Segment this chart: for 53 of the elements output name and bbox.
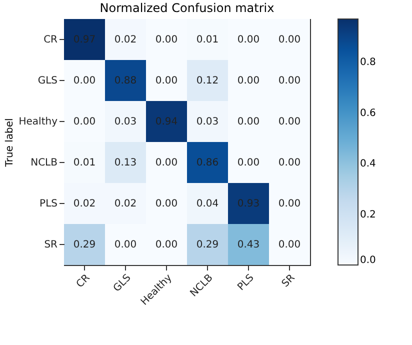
y-tick-label: GLS (38, 76, 58, 86)
y-tick-label: NCLB (30, 158, 58, 168)
data-label: 0.00 (237, 158, 260, 168)
color-bar-label: 0.2 (360, 209, 376, 220)
x-tick-label: SR (280, 272, 298, 290)
x-tick-label: GLS (112, 272, 134, 294)
data-label: 0.00 (73, 76, 96, 86)
data-label: 0.88 (114, 76, 137, 86)
color-bar-label: 0.4 (360, 158, 376, 170)
color-bar-label: 0.6 (360, 108, 376, 119)
data-label: 0.00 (278, 158, 301, 168)
chart-title: Normalized Confusion matrix (100, 1, 274, 15)
data-label: 0.02 (114, 34, 137, 46)
data-label: 0.00 (155, 240, 178, 250)
data-label: 0.00 (73, 116, 96, 128)
data-label: 0.00 (155, 198, 178, 210)
data-label: 0.00 (155, 34, 178, 46)
data-label: 0.00 (278, 76, 301, 86)
color-bar-label: 0.8 (360, 57, 376, 68)
y-tick-label: CR (44, 34, 58, 46)
y-tick-label: PLS (40, 198, 58, 210)
y-tick-label: Healthy (18, 116, 58, 128)
data-label: 0.00 (278, 198, 301, 210)
y-axis-title: True label (4, 118, 16, 168)
data-label: 0.43 (237, 240, 260, 250)
data-label: 0.00 (278, 34, 301, 46)
data-label: 0.02 (114, 198, 137, 210)
data-label: 0.00 (237, 116, 260, 128)
data-label: 0.00 (237, 76, 260, 86)
data-label: 0.86 (196, 158, 219, 168)
x-tick-label: CR (74, 272, 92, 290)
data-label: 0.03 (114, 116, 137, 128)
data-label: 0.97 (73, 34, 96, 46)
data-label: 0.93 (237, 198, 260, 210)
data-label: 0.04 (196, 198, 219, 210)
data-label: 0.29 (196, 240, 219, 250)
y-tick-label: SR (44, 240, 58, 250)
data-label: 0.29 (73, 240, 96, 250)
data-label: 0.00 (114, 240, 137, 250)
data-label: 0.13 (114, 158, 137, 168)
data-label: 0.00 (237, 34, 260, 46)
data-label: 0.12 (196, 76, 219, 86)
data-label: 0.03 (196, 116, 219, 128)
data-label: 0.00 (155, 158, 178, 168)
data-label: 0.94 (155, 116, 178, 128)
data-label: 0.01 (73, 158, 96, 168)
data-label: 0.01 (196, 34, 219, 46)
data-label: 0.00 (155, 76, 178, 86)
x-tick-label: PLS (236, 272, 256, 293)
data-label: 0.00 (278, 240, 301, 250)
data-label: 0.02 (73, 198, 96, 210)
color-bar-label: 0.0 (360, 255, 376, 266)
data-label: 0.00 (278, 116, 301, 128)
